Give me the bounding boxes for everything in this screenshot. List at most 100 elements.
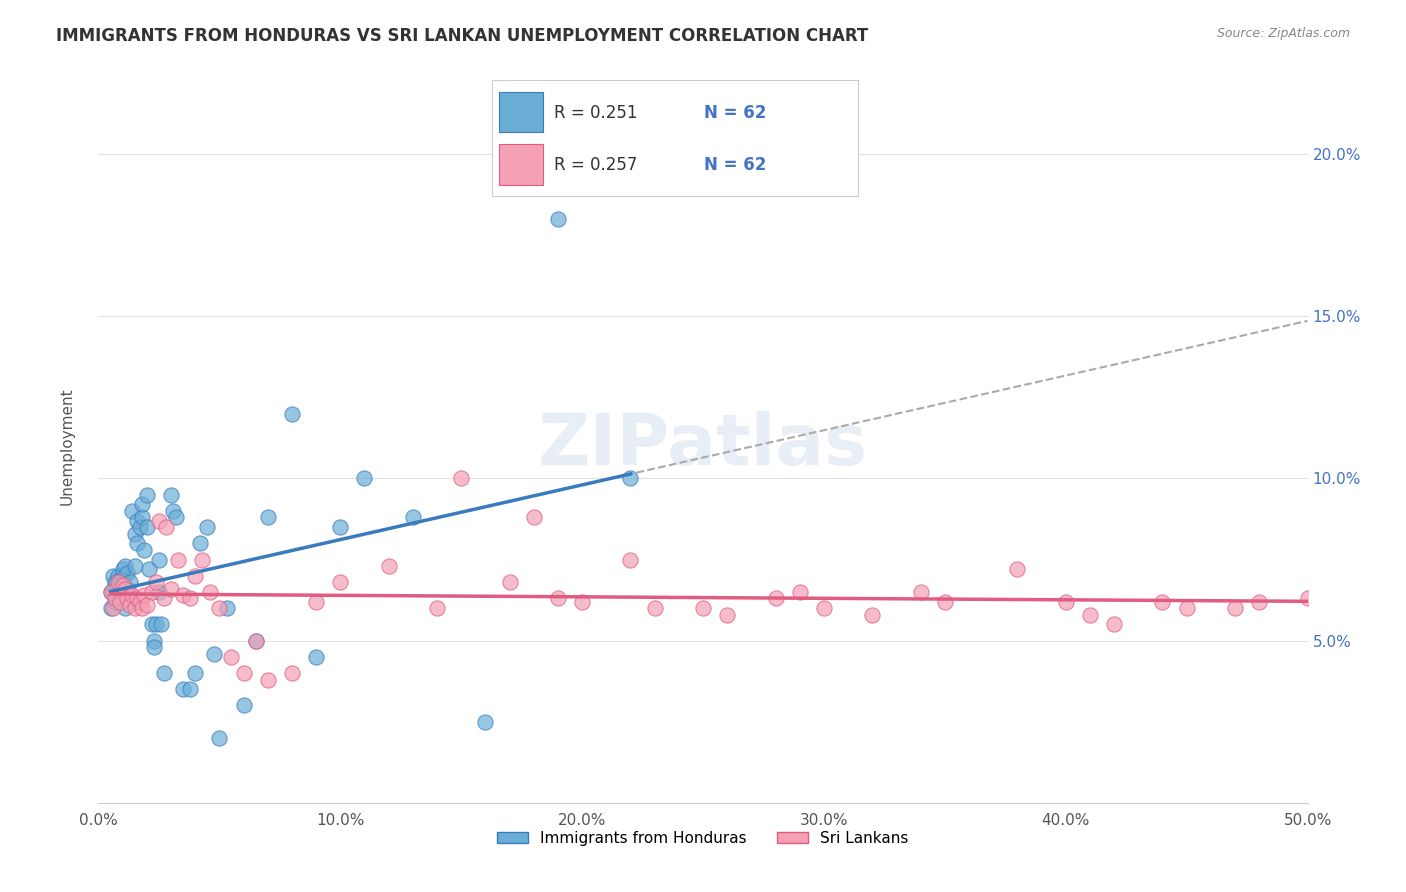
Point bbox=[131, 510, 153, 524]
Point bbox=[547, 211, 569, 226]
Point bbox=[117, 582, 139, 596]
Point bbox=[160, 582, 183, 596]
Point bbox=[141, 617, 163, 632]
Point bbox=[208, 601, 231, 615]
Point bbox=[329, 575, 352, 590]
Point bbox=[232, 666, 254, 681]
Point bbox=[124, 601, 146, 615]
Point bbox=[474, 714, 496, 729]
Point bbox=[155, 520, 177, 534]
Point bbox=[281, 407, 304, 421]
Point bbox=[128, 520, 150, 534]
Point bbox=[145, 617, 167, 632]
Point bbox=[145, 575, 167, 590]
Point bbox=[114, 582, 136, 596]
Point bbox=[111, 578, 134, 592]
Bar bbox=[499, 144, 543, 185]
Point bbox=[117, 566, 139, 580]
Point bbox=[1296, 591, 1319, 606]
Point bbox=[765, 591, 787, 606]
Point bbox=[107, 568, 129, 582]
Point bbox=[135, 598, 157, 612]
Point bbox=[305, 649, 328, 664]
Point bbox=[104, 575, 127, 590]
Point bbox=[127, 591, 149, 606]
Point bbox=[1078, 607, 1101, 622]
Point bbox=[402, 510, 425, 524]
Legend: Immigrants from Honduras, Sri Lankans: Immigrants from Honduras, Sri Lankans bbox=[491, 825, 915, 852]
Point bbox=[619, 552, 641, 566]
Point bbox=[281, 666, 304, 681]
Point bbox=[450, 471, 472, 485]
Point bbox=[188, 536, 211, 550]
Point bbox=[1007, 562, 1029, 576]
Point bbox=[329, 520, 352, 534]
Point bbox=[101, 601, 124, 615]
Point bbox=[571, 595, 593, 609]
Point bbox=[100, 585, 122, 599]
Text: R = 0.251: R = 0.251 bbox=[554, 103, 638, 121]
Point bbox=[135, 520, 157, 534]
Point bbox=[167, 552, 190, 566]
Point bbox=[1249, 595, 1271, 609]
Point bbox=[111, 562, 134, 576]
Point bbox=[813, 601, 835, 615]
Point bbox=[124, 526, 146, 541]
Point bbox=[1102, 617, 1125, 632]
Point bbox=[114, 559, 136, 574]
Point bbox=[107, 585, 129, 599]
Point bbox=[127, 536, 149, 550]
Point bbox=[152, 591, 174, 606]
Point bbox=[619, 471, 641, 485]
Point bbox=[256, 673, 278, 687]
Point bbox=[1223, 601, 1246, 615]
Point bbox=[101, 568, 124, 582]
Text: N = 62: N = 62 bbox=[704, 156, 766, 174]
Point bbox=[547, 591, 569, 606]
Y-axis label: Unemployment: Unemployment bbox=[60, 387, 75, 505]
Point bbox=[121, 588, 143, 602]
Point bbox=[934, 595, 956, 609]
Point bbox=[172, 588, 194, 602]
Point bbox=[118, 575, 141, 590]
Point bbox=[1175, 601, 1198, 615]
Point bbox=[148, 585, 170, 599]
Point bbox=[179, 591, 201, 606]
Point bbox=[118, 598, 141, 612]
Point bbox=[245, 633, 267, 648]
Point bbox=[104, 595, 127, 609]
Point bbox=[100, 601, 122, 615]
Point bbox=[127, 514, 149, 528]
Point bbox=[426, 601, 449, 615]
Point bbox=[114, 601, 136, 615]
Point bbox=[232, 698, 254, 713]
Point bbox=[111, 585, 134, 599]
Point bbox=[860, 607, 883, 622]
Text: N = 62: N = 62 bbox=[704, 103, 766, 121]
Point bbox=[143, 633, 166, 648]
Point bbox=[131, 497, 153, 511]
Point bbox=[195, 520, 218, 534]
Point bbox=[108, 572, 131, 586]
Point bbox=[256, 510, 278, 524]
Point bbox=[305, 595, 328, 609]
Point bbox=[910, 585, 932, 599]
Point bbox=[523, 510, 546, 524]
Point bbox=[716, 607, 738, 622]
Point bbox=[101, 585, 124, 599]
Bar bbox=[499, 92, 543, 132]
Point bbox=[150, 617, 173, 632]
Point bbox=[117, 591, 139, 606]
Text: IMMIGRANTS FROM HONDURAS VS SRI LANKAN UNEMPLOYMENT CORRELATION CHART: IMMIGRANTS FROM HONDURAS VS SRI LANKAN U… bbox=[56, 27, 869, 45]
Point bbox=[141, 585, 163, 599]
Point bbox=[160, 488, 183, 502]
Point bbox=[124, 559, 146, 574]
Point bbox=[215, 601, 238, 615]
Point bbox=[692, 601, 714, 615]
Point bbox=[148, 514, 170, 528]
Point bbox=[100, 585, 122, 599]
Point bbox=[1054, 595, 1077, 609]
Point bbox=[165, 510, 187, 524]
Point bbox=[152, 666, 174, 681]
Point bbox=[111, 568, 134, 582]
